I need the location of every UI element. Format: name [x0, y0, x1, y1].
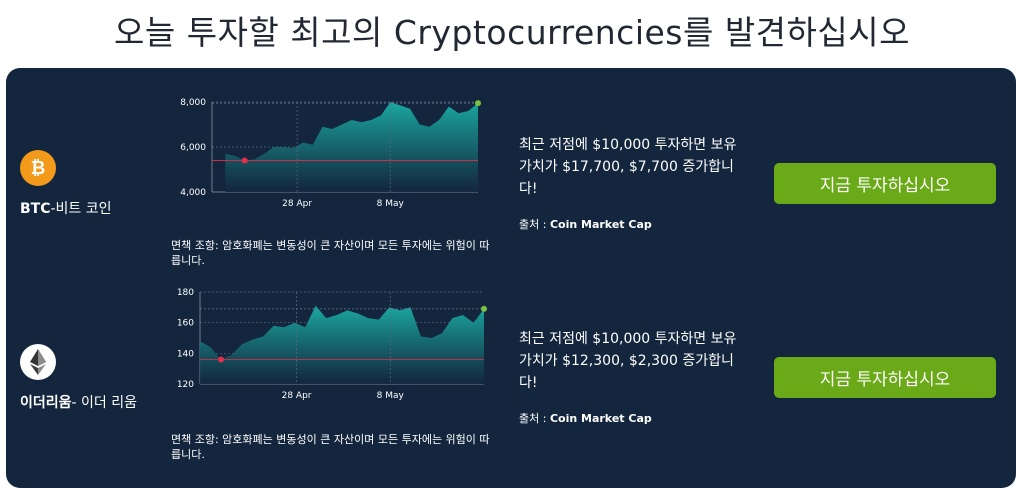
investment-info: 최근 저점에 $10,000 투자하면 보유 가치가 $17,700, $7,7…	[519, 137, 737, 197]
price-area-series	[200, 305, 484, 384]
page-title: 오늘 투자할 최고의 Cryptocurrencies를 발견하십시오	[114, 13, 910, 52]
invest-now-button[interactable]: 지금 투자하십시오	[774, 357, 996, 398]
x-tick-label: 8 May	[377, 391, 405, 401]
price-area-series	[225, 102, 478, 192]
ethereum-icon	[20, 344, 56, 380]
eth-price-chart: 180 160 140 120 28 Apr 8 May	[162, 286, 492, 406]
source-credit: 출처 : Coin Market Cap	[519, 412, 652, 425]
btc-price-chart: 8,000 6,000 4,000 28 Apr 8 May	[162, 94, 492, 214]
svg-text:₿: ₿	[31, 158, 46, 179]
bitcoin-icon: ₿	[20, 150, 56, 186]
source-credit: 출처 : Coin Market Cap	[519, 218, 652, 231]
y-tick-label: 160	[177, 319, 194, 329]
x-tick-label: 8 May	[377, 199, 405, 209]
y-tick-label: 120	[177, 380, 194, 390]
investment-info: 최근 저점에 $10,000 투자하면 보유 가치가 $12,300, $2,3…	[519, 331, 737, 391]
recent-low-marker	[241, 157, 248, 164]
coin-panel: ₿ BTC-비트 코인 8,000 6,000 4,000 28 Apr 8 May 면…	[6, 68, 1016, 488]
risk-disclaimer: 면책 조항: 암호화폐는 변동성이 큰 자산이며 모든 투자에는 위험이 따릅니…	[171, 239, 490, 267]
y-tick-label: 180	[177, 288, 194, 298]
x-tick-label: 28 Apr	[282, 199, 312, 209]
y-tick-label: 8,000	[180, 98, 206, 108]
current-price-marker	[481, 305, 487, 312]
current-price-marker	[475, 100, 481, 107]
x-tick-label: 28 Apr	[282, 391, 312, 401]
coin-row-btc: ₿ BTC-비트 코인 8,000 6,000 4,000 28 Apr 8 May 면…	[6, 68, 1016, 268]
risk-disclaimer: 면책 조항: 암호화폐는 변동성이 큰 자산이며 모든 투자에는 위험이 따릅니…	[171, 433, 490, 461]
y-tick-label: 6,000	[180, 143, 206, 153]
coin-name-btc: BTC-비트 코인	[20, 201, 112, 217]
coin-row-eth: 이더리움- 이더 리움 180 160 140 120 28 Apr 8 May 면책 조…	[6, 262, 1016, 462]
coin-name-eth: 이더리움- 이더 리움	[20, 395, 138, 411]
y-tick-label: 4,000	[180, 188, 206, 198]
recent-low-marker	[218, 356, 225, 363]
y-tick-label: 140	[177, 349, 194, 359]
invest-now-button[interactable]: 지금 투자하십시오	[774, 163, 996, 204]
